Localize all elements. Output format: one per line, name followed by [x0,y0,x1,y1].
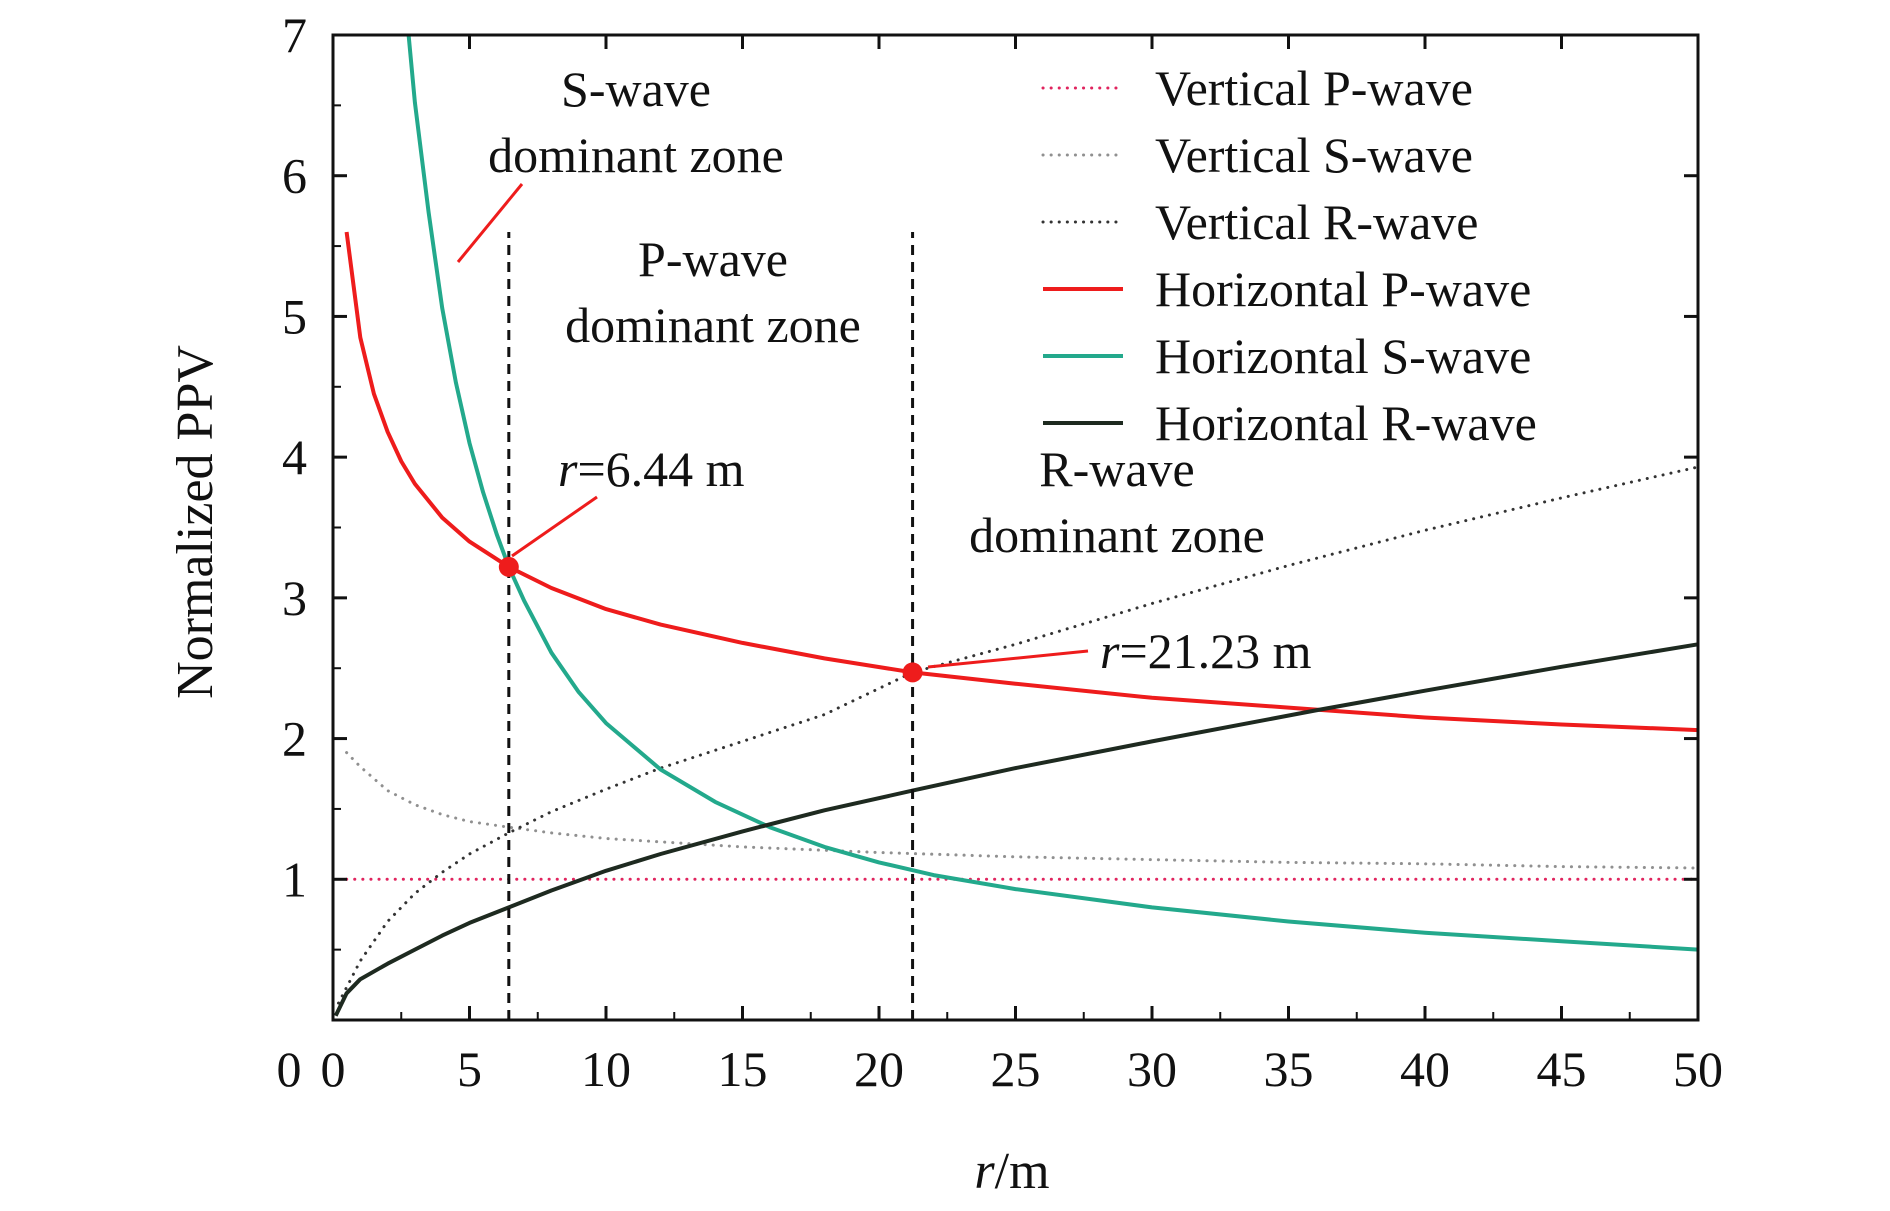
y-tick-label: 2 [282,711,307,767]
point1-label: r=6.44 m [558,441,745,497]
legend-label-vertical-r-wave: Vertical R-wave [1155,194,1478,250]
point1-label-value: =6.44 m [577,441,744,497]
x-tick-label: 40 [1400,1041,1450,1097]
x-tick-label: 20 [854,1041,904,1097]
legend-label-horizontal-s-wave: Horizontal S-wave [1155,328,1531,384]
x-tick-label: 0 [321,1041,346,1097]
point2-pointer [927,649,1089,669]
legend: Vertical P-wave Vertical S-wave Vertical R… [1041,60,1537,451]
y-tick-label: 5 [282,288,307,344]
x-axis-label-var: r [974,1143,995,1200]
x-axis-label: r/m [974,1143,1049,1200]
x-tick-label: 30 [1127,1041,1177,1097]
r-zone-label-line1: R-wave [1039,441,1195,497]
point1-pointer [511,495,598,558]
x-tick-label: 45 [1537,1041,1587,1097]
r-zone-label-line2: dominant zone [969,507,1265,563]
p-zone-label-line1: P-wave [638,231,788,287]
x-axis-label-unit: /m [995,1143,1050,1200]
intersection-marker-1 [498,556,519,577]
origin-tick-label: 0 [277,1041,302,1097]
legend-label-vertical-s-wave: Vertical S-wave [1155,127,1473,183]
x-tick-label: 25 [991,1041,1041,1097]
series-line-horizontal-s-wave [406,34,1699,952]
legend-label-vertical-p-wave: Vertical P-wave [1155,60,1473,116]
point2-label-var: r [1100,623,1120,679]
y-tick-label: 6 [282,148,307,204]
plot-area [333,34,1700,1020]
x-tick-label: 35 [1264,1041,1314,1097]
x-tick-label: 10 [581,1041,631,1097]
legend-label-horizontal-r-wave: Horizontal R-wave [1155,395,1537,451]
legend-label-horizontal-p-wave: Horizontal P-wave [1155,261,1531,317]
x-tick-label: 50 [1673,1041,1723,1097]
y-tick-label: 1 [282,851,307,907]
point2-label-value: =21.23 m [1119,623,1311,679]
series-line-vertical-s-wave [345,751,1700,870]
series-line-horizontal-r-wave [333,642,1699,1017]
s-zone-label-line2: dominant zone [488,127,784,183]
p-zone-label-line2: dominant zone [565,297,861,353]
series-line-horizontal-p-wave [344,231,1699,733]
y-axis-label: Normalized PPV [167,345,224,699]
s-zone-label-line1: S-wave [561,61,711,117]
s-zone-pointer [456,183,524,263]
point2-label: r=21.23 m [1100,623,1312,679]
y-tick-label: 3 [282,570,307,626]
point1-label-var: r [558,441,578,497]
intersection-marker-2 [902,662,923,683]
y-tick-label: 7 [282,7,307,63]
y-tick-label: 4 [282,429,307,485]
x-tick-label: 15 [718,1041,768,1097]
x-tick-label: 5 [457,1041,482,1097]
